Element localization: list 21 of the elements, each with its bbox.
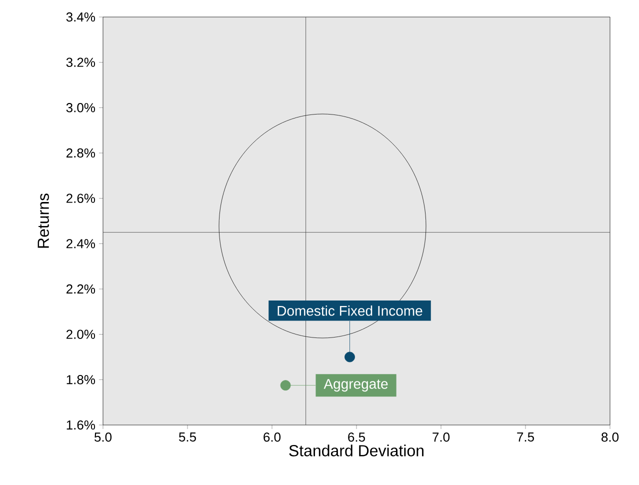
- y-tick-label: 2.4%: [66, 239, 96, 248]
- y-tick-label: 3.0%: [66, 103, 96, 112]
- legend-label: Aggregate: [324, 379, 388, 392]
- y-tick-label: 2.6%: [66, 194, 96, 203]
- y-tick-label: 1.6%: [66, 420, 96, 430]
- y-tick-label: 2.0%: [66, 330, 96, 339]
- y-tick-label: 2.2%: [66, 284, 96, 294]
- x-tick-label: 7.5: [517, 432, 534, 442]
- x-tick-label: 8.0: [602, 432, 619, 442]
- y-tick-label: 2.8%: [66, 148, 96, 158]
- text: Domestic Fixed Income: [278, 306, 422, 316]
- y-tick-label: 3.4%: [66, 12, 96, 22]
- x-tick-label: 5.5: [178, 432, 196, 442]
- x-tick-label: 6.0: [264, 432, 281, 442]
- y-axis-title: Returns: [38, 194, 49, 248]
- x-tick-label: 5.0: [94, 432, 112, 442]
- y-tick-label: 3.2%: [66, 58, 96, 67]
- x-tick-label: 7.0: [432, 432, 450, 442]
- x-tick-label: 6.5: [348, 432, 365, 442]
- y-tick-label: 1.8%: [66, 375, 96, 384]
- x-axis-title: Standard Deviation: [289, 444, 424, 456]
